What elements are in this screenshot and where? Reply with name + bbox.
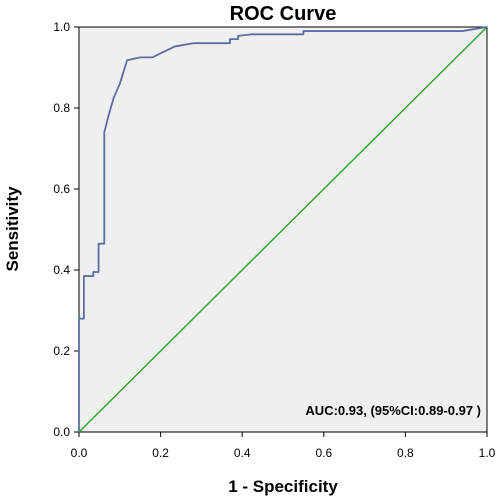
y-axis: 0.0 0.2 0.4 0.6 0.8 1.0 (53, 20, 79, 439)
y-tick-label: 0.0 (53, 425, 70, 439)
y-tick-label: 1.0 (53, 20, 70, 34)
x-tick-label: 0.6 (315, 446, 332, 460)
y-tick-label: 0.2 (53, 344, 70, 358)
series-layer (78, 26, 488, 433)
x-tick-label: 0.2 (152, 446, 169, 460)
x-axis: 0.0 0.2 0.4 0.6 0.8 1.0 (71, 432, 496, 460)
roc-curve-line (78, 26, 488, 432)
auc-annotation: AUC:0.93, (95%CI:0.89-0.97 ) (305, 403, 481, 418)
x-axis-label: 1 - Specificity (228, 477, 338, 496)
x-tick-label: 1.0 (479, 446, 496, 460)
x-tick-label: 0.0 (71, 446, 88, 460)
x-tick-label: 0.8 (397, 446, 414, 460)
y-axis-label: Sensitivity (3, 186, 22, 272)
x-tick-label: 0.4 (234, 446, 251, 460)
chart-title: ROC Curve (230, 3, 337, 25)
reference-diagonal-line (78, 26, 488, 433)
y-tick-label: 0.6 (53, 182, 70, 196)
y-tick-label: 0.8 (53, 101, 70, 115)
y-tick-label: 0.4 (53, 263, 70, 277)
